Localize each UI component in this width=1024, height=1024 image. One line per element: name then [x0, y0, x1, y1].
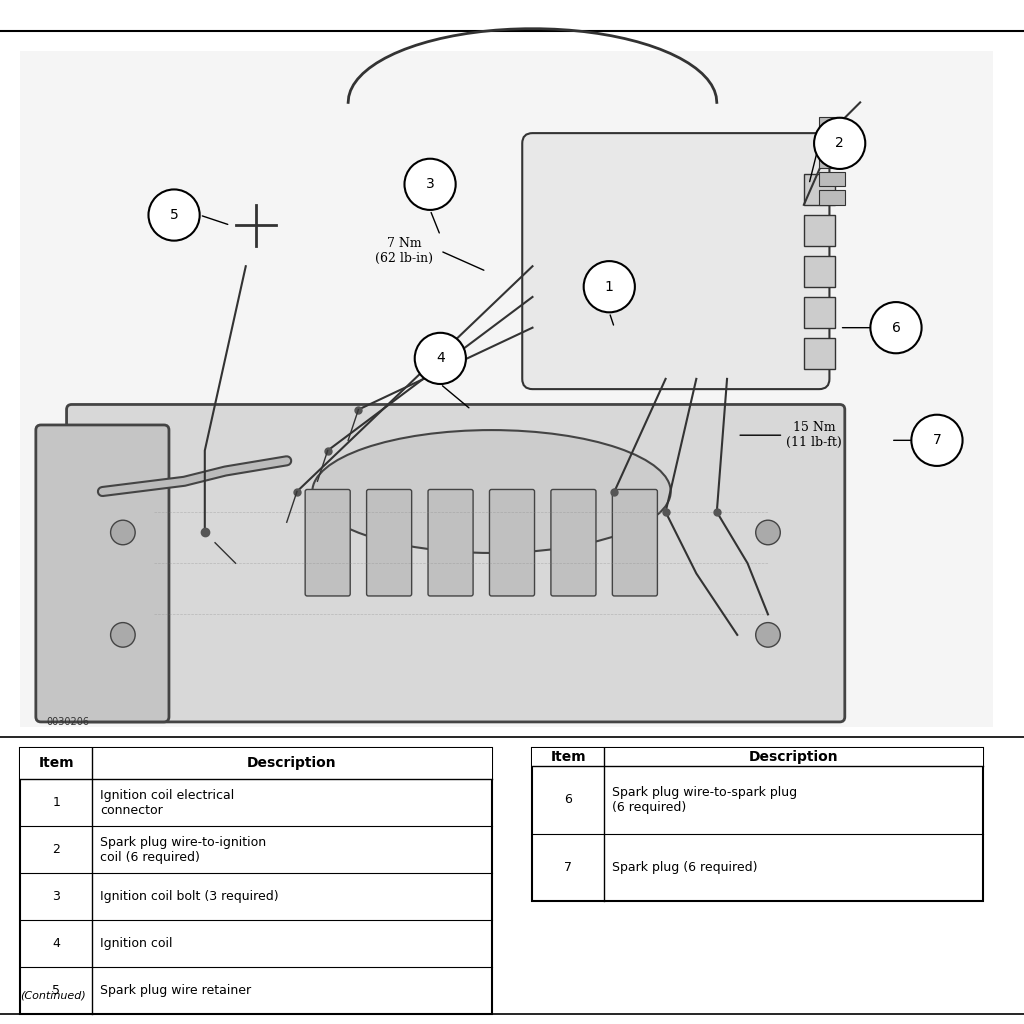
Circle shape [814, 118, 865, 169]
Text: 6: 6 [564, 794, 572, 806]
Bar [819, 117, 845, 131]
Text: Spark plug wire-to-ignition
coil (6 required): Spark plug wire-to-ignition coil (6 requ… [100, 836, 266, 864]
FancyBboxPatch shape [367, 489, 412, 596]
FancyBboxPatch shape [20, 51, 993, 727]
FancyBboxPatch shape [489, 489, 535, 596]
Text: Description: Description [749, 750, 839, 764]
Bar [819, 154, 845, 168]
Bar [20, 748, 492, 779]
FancyBboxPatch shape [612, 489, 657, 596]
Circle shape [111, 623, 135, 647]
Text: Item: Item [39, 757, 74, 770]
Text: 15 Nm
(11 lb-ft): 15 Nm (11 lb-ft) [786, 421, 842, 450]
Text: Spark plug wire retainer: Spark plug wire retainer [100, 984, 252, 996]
Bar [532, 748, 983, 901]
Bar [804, 174, 835, 205]
Text: 1: 1 [605, 280, 613, 294]
Text: Item: Item [551, 750, 586, 764]
Text: 4: 4 [436, 351, 444, 366]
Text: 3: 3 [52, 890, 60, 903]
Circle shape [870, 302, 922, 353]
Text: 3: 3 [426, 177, 434, 191]
Bar [819, 190, 845, 205]
Text: Spark plug wire-to-spark plug
(6 required): Spark plug wire-to-spark plug (6 require… [612, 785, 798, 814]
Circle shape [148, 189, 200, 241]
Bar [819, 172, 845, 186]
FancyBboxPatch shape [67, 404, 845, 722]
Circle shape [415, 333, 466, 384]
Text: 7: 7 [564, 861, 572, 873]
Text: 5: 5 [170, 208, 178, 222]
Ellipse shape [312, 430, 671, 553]
Circle shape [404, 159, 456, 210]
Circle shape [584, 261, 635, 312]
Bar [804, 297, 835, 328]
Circle shape [911, 415, 963, 466]
Text: Ignition coil electrical
connector: Ignition coil electrical connector [100, 788, 234, 817]
Text: 7 Nm
(62 lb-in): 7 Nm (62 lb-in) [376, 237, 433, 265]
Bar [804, 215, 835, 246]
Bar [804, 338, 835, 369]
Text: 6: 6 [892, 321, 900, 335]
FancyBboxPatch shape [36, 425, 169, 722]
Text: 4: 4 [52, 937, 60, 950]
Text: Ignition coil bolt (3 required): Ignition coil bolt (3 required) [100, 890, 279, 903]
Circle shape [111, 520, 135, 545]
Bar [804, 256, 835, 287]
Text: 2: 2 [836, 136, 844, 151]
Bar [20, 748, 492, 1014]
Text: 7: 7 [933, 433, 941, 447]
Text: 5: 5 [52, 984, 60, 996]
Text: 0030206: 0030206 [46, 717, 89, 727]
Text: (Continued): (Continued) [20, 990, 86, 1000]
Text: Spark plug (6 required): Spark plug (6 required) [612, 861, 758, 873]
Bar [819, 135, 845, 150]
FancyBboxPatch shape [305, 489, 350, 596]
Text: 1: 1 [52, 797, 60, 809]
FancyBboxPatch shape [522, 133, 829, 389]
Circle shape [756, 623, 780, 647]
Circle shape [756, 520, 780, 545]
FancyBboxPatch shape [428, 489, 473, 596]
Text: Ignition coil: Ignition coil [100, 937, 173, 950]
FancyBboxPatch shape [551, 489, 596, 596]
Bar [532, 748, 983, 766]
Text: Description: Description [247, 757, 337, 770]
Text: 2: 2 [52, 843, 60, 856]
